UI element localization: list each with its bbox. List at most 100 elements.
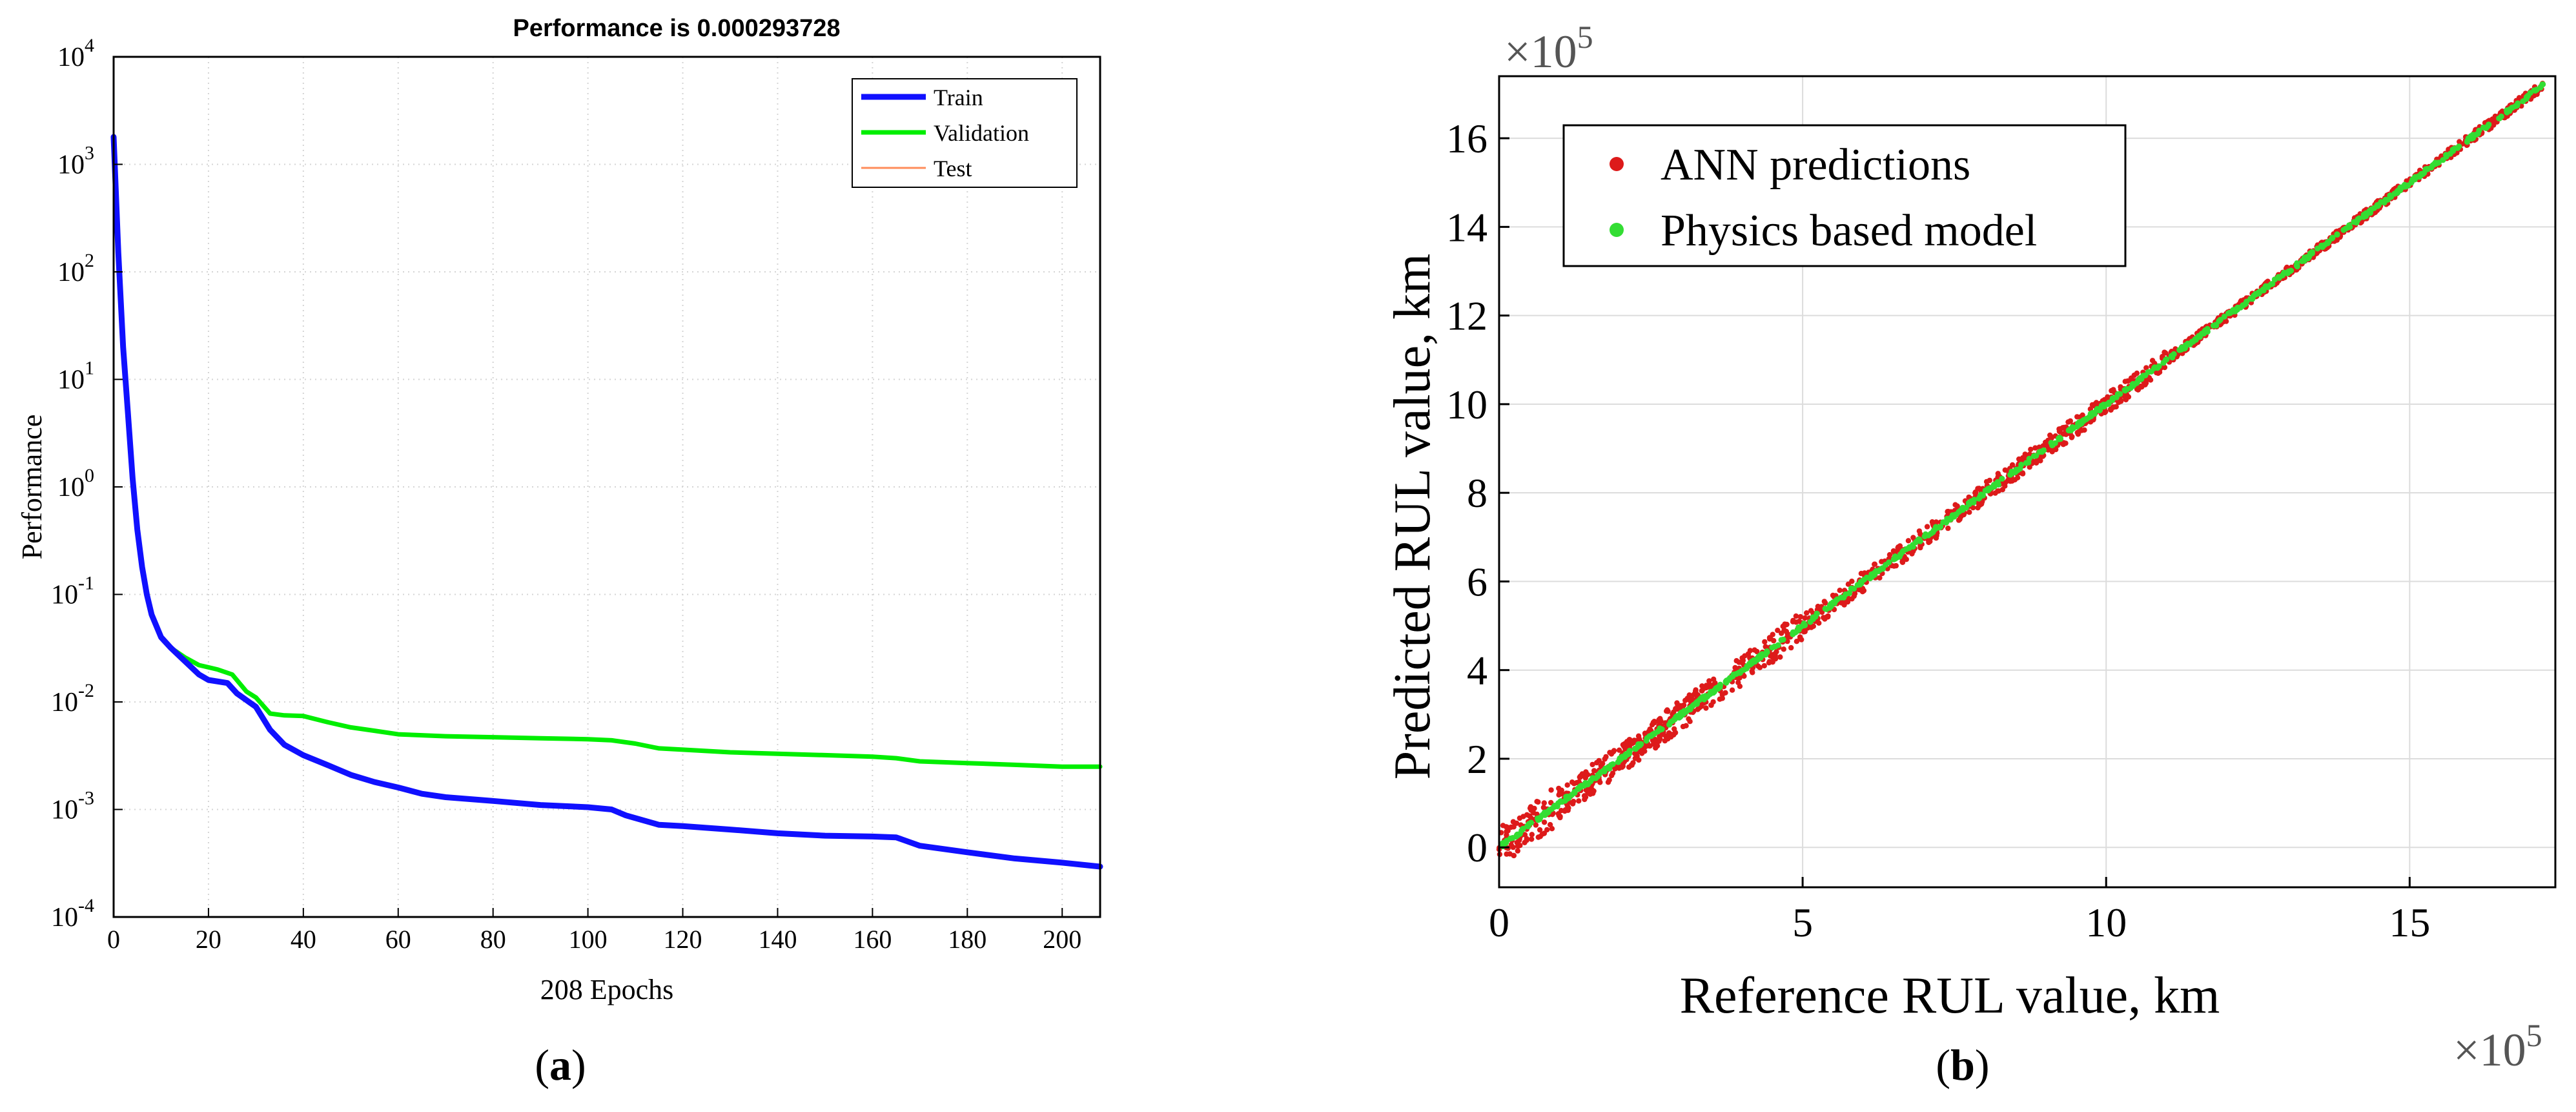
- panel-b-ann-point: [1569, 779, 1575, 785]
- panel-a-ytick-exponent: -4: [78, 895, 94, 916]
- panel-b-physics-point: [2468, 134, 2475, 140]
- panel-b-ann-point: [1797, 613, 1803, 620]
- panel-b-physics-point: [2363, 212, 2369, 220]
- panel-b-ann-point: [2038, 458, 2043, 464]
- panel-a-ytick-base: 10: [51, 581, 78, 610]
- panel-b-physics-point: [1595, 772, 1601, 779]
- panel-b-ann-point: [1933, 519, 1939, 525]
- panel-b-physics-point: [2305, 254, 2312, 260]
- panel-b-ann-point: [2069, 434, 2075, 440]
- panel-b-physics-point: [1698, 695, 1705, 701]
- panel-b-physics-point: [1622, 754, 1628, 760]
- panel-b-ann-point: [1650, 719, 1656, 726]
- panel-b-ann-point: [1777, 654, 1783, 660]
- panel-b-ann-point: [1783, 628, 1790, 635]
- panel-b-x-multiplier: ×105: [2453, 1017, 2542, 1076]
- panel-b-ytick-label: 10: [1446, 382, 1487, 427]
- panel-b-physics-point: [1843, 591, 1849, 598]
- panel-b-physics-point: [1857, 581, 1863, 588]
- panel-b-ann-point: [2142, 382, 2148, 387]
- panel-b-physics-point: [2340, 227, 2347, 233]
- panel-b-ann-point: [1671, 709, 1677, 715]
- panel-a-xtick-label: 0: [107, 925, 120, 954]
- panel-b-physics-point: [1730, 673, 1736, 679]
- panel-b-physics-point: [2315, 245, 2321, 252]
- panel-b-physics-point: [1795, 624, 1802, 631]
- panel-b-ann-point: [2143, 365, 2149, 371]
- panel-b-ann-point: [1524, 812, 1530, 818]
- panel-b-ann-point: [1775, 628, 1781, 633]
- panel-b-ann-point: [2446, 147, 2451, 152]
- panel-b-ann-point: [1818, 605, 1824, 612]
- panel-b-physics-point: [1526, 821, 1532, 827]
- panel-b-physics-point: [2080, 417, 2087, 424]
- panel-b-physics-point: [1584, 781, 1591, 788]
- panel-b-physics-point: [2520, 98, 2526, 105]
- panel-b-ann-point: [2101, 396, 2107, 403]
- panel-b-physics-point: [2397, 185, 2404, 191]
- panel-b-ann-point: [1790, 617, 1796, 624]
- panel-b-physics-point: [1802, 622, 1808, 628]
- panel-b-physics-point: [2098, 402, 2105, 409]
- panel-b-physics-point: [2226, 309, 2233, 316]
- panel-b-physics-point: [1868, 571, 1875, 577]
- panel-b-ann-point: [1576, 798, 1582, 804]
- panel-b-physics-point: [2260, 286, 2267, 293]
- panel-b-ann-point: [1852, 591, 1858, 597]
- panel-b-ann-point: [1793, 613, 1799, 619]
- panel-b-ann-point: [1767, 635, 1774, 641]
- panel-b-physics-point: [2393, 190, 2400, 196]
- panel-b-physics-point: [2014, 466, 2021, 473]
- panel-b-physics-point: [2182, 344, 2189, 351]
- panel-b-physics-point: [2136, 376, 2143, 383]
- panel-b-ann-point: [1683, 723, 1689, 729]
- panel-b-ann-point: [2162, 364, 2168, 371]
- panel-b-physics-point: [2432, 160, 2438, 166]
- panel-b-physics-point: [1828, 601, 1834, 607]
- panel-b-physics-point: [2122, 387, 2129, 394]
- panel-b-ann-point: [1517, 843, 1523, 849]
- panel-b-physics-point: [1703, 694, 1710, 700]
- panel-b-ann-point: [1669, 732, 1675, 737]
- panel-b-ann-point: [1895, 545, 1901, 551]
- panel-a-caption: (a): [535, 1040, 586, 1089]
- panel-b-ann-point: [1719, 692, 1725, 698]
- panel-b-physics-point: [1906, 544, 1913, 550]
- panel-a-title: Performance is 0.000293728: [513, 15, 840, 42]
- panel-b-ann-point: [1821, 615, 1826, 621]
- panel-b-ann-point: [2053, 446, 2059, 453]
- panel-a-legend: Train Validation Test: [852, 78, 1078, 188]
- panel-b-physics-point: [2040, 447, 2047, 454]
- panel-b-ann-point: [1559, 808, 1564, 814]
- panel-b-physics-point: [2496, 115, 2502, 121]
- panel-b-ann-point: [1633, 753, 1639, 759]
- panel-b-ann-point: [1581, 793, 1588, 799]
- panel-b-physics-point: [2440, 157, 2446, 163]
- panel-b-physics-point: [1778, 637, 1784, 643]
- panel-b-ann-point: [1924, 524, 1930, 530]
- panel-b-physics-point: [2087, 411, 2094, 417]
- panel-b-ann-point: [1522, 832, 1528, 838]
- panel-b-ann-point: [2009, 462, 2016, 468]
- panel-b-ann-point: [1541, 830, 1548, 836]
- panel-b-ann-point: [1845, 599, 1851, 605]
- panel-b-physics-point: [1745, 663, 1752, 669]
- panel-b-physics-point: [1643, 737, 1650, 744]
- panel-b-ann-point: [1529, 836, 1535, 842]
- panel-b-physics-point: [2540, 81, 2546, 88]
- panel-b-ann-point: [1703, 705, 1709, 711]
- panel-b-physics-point: [2279, 272, 2285, 279]
- panel-a-series-line-validation: [159, 635, 1103, 769]
- panel-b-physics-point: [2411, 176, 2418, 183]
- panel-a-ytick-base: 10: [51, 903, 78, 932]
- panel-b-physics-point: [1883, 562, 1889, 568]
- panel-a-xtick-label: 200: [1043, 925, 1081, 954]
- panel-b-physics-point: [1925, 532, 1932, 539]
- panel-b-physics-point: [2018, 462, 2025, 468]
- panel-b-ann-point: [1872, 561, 1878, 567]
- panel-b-series: [1496, 81, 2546, 859]
- panel-b-physics-point: [2531, 87, 2537, 94]
- panel-b-physics-point: [1554, 803, 1560, 810]
- panel-a-ytick-label: 103: [57, 143, 94, 180]
- panel-a-series-line-train: [110, 134, 1103, 870]
